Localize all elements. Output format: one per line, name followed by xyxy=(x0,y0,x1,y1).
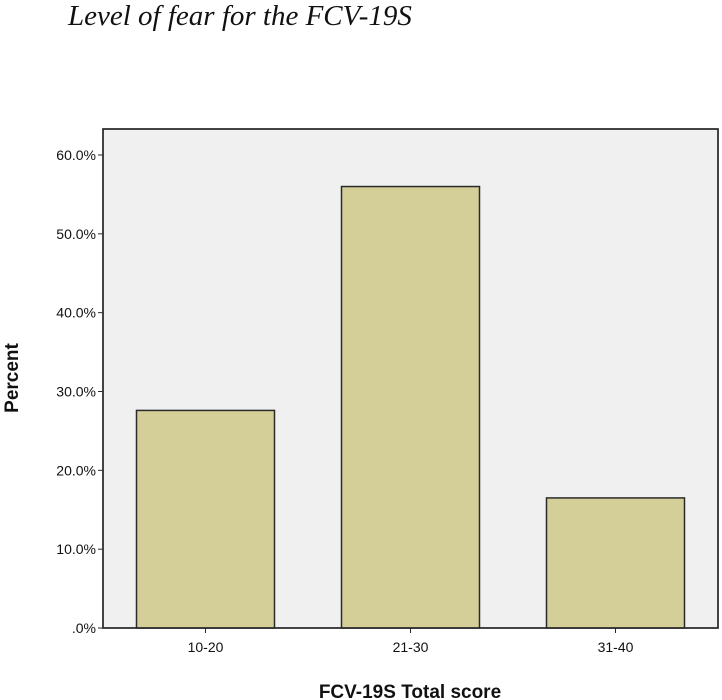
y-tick-label: 10.0% xyxy=(56,541,96,557)
y-tick-label: .0% xyxy=(72,620,96,636)
y-tick-label: 30.0% xyxy=(56,384,96,400)
y-tick-label: 60.0% xyxy=(56,147,96,163)
y-tick-label: 40.0% xyxy=(56,305,96,321)
bars xyxy=(135,185,686,629)
x-tick-label: 10-20 xyxy=(188,639,224,655)
bar-10-20 xyxy=(135,409,276,629)
x-tick-label: 31-40 xyxy=(598,639,634,655)
figure-title: Level of fear for the FCV-19S xyxy=(68,0,412,32)
x-axis-title: FCV-19S Total score xyxy=(319,682,501,700)
bar-21-30 xyxy=(340,185,481,629)
y-axis-title: Percent xyxy=(2,342,23,412)
y-tick-label: 20.0% xyxy=(56,462,96,478)
x-axis: 10-20 21-30 31-40 xyxy=(188,628,634,655)
x-tick-label: 21-30 xyxy=(393,639,429,655)
plot-frame xyxy=(102,128,719,629)
bar-31-40 xyxy=(545,497,686,629)
y-tick-label: 50.0% xyxy=(56,226,96,242)
y-axis: .0% 10.0% 20.0% 30.0% 40.0% 50.0% 60.0% xyxy=(56,147,103,636)
